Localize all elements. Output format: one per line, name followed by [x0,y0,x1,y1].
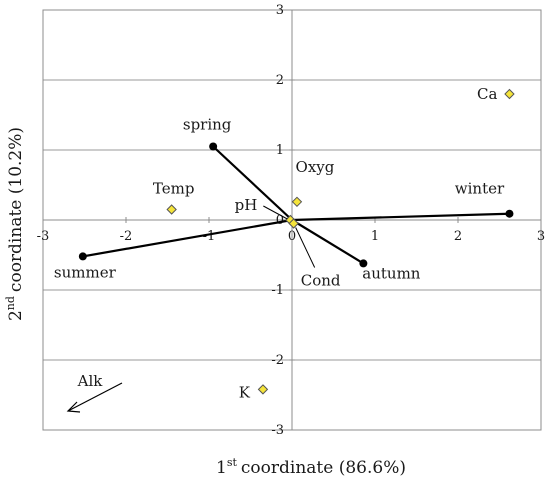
variable-marker-temp [166,204,177,215]
y-axis-ordinal-sup: nd [4,296,17,310]
y-tick-label: -1 [271,283,284,298]
x-axis-ordinal: 1 [216,458,227,478]
y-tick-label: 0 [276,213,284,228]
y-tick-label: 1 [276,143,284,158]
x-tick-label: 1 [371,229,379,244]
variable-label-cond: Cond [301,272,341,290]
variable-label-ca: Ca [477,85,497,103]
x-tick-label: -1 [203,229,216,244]
y-tick-label: 2 [276,73,284,88]
x-tick-label: 3 [537,229,545,244]
alk-arrow: Alk [66,372,123,413]
alk-arrow-shaft [67,382,123,412]
season-line-spring [212,145,293,221]
season-line-summer [82,218,293,258]
x-axis-title-text: coordinate (86.6%) [241,458,406,478]
season-point-summer [78,252,87,261]
season-point-winter [505,209,514,218]
y-axis-title: 2nd coordinate (10.2%) [4,127,26,321]
variable-markers [166,88,515,395]
season-label-winter: winter [455,180,505,198]
alk-arrow-label: Alk [77,372,104,390]
x-axis-ordinal-sup: st [227,456,238,469]
variable-marker-k [257,384,269,395]
tick-labels: -3 -2 -1 0 1 2 3 3 2 1 0 -1 -2 -3 [37,3,545,438]
cond-leader-line [295,227,316,268]
season-points [78,142,514,268]
variable-label-ph: pH [235,196,258,214]
variable-marker-ca [504,88,515,100]
y-axis-ordinal: 2 [6,310,26,321]
y-tick-label: -2 [271,353,284,368]
point-labels: spring winter summer autumn Ca Oxyg Temp pH Cond… [54,85,505,401]
season-point-spring [209,142,218,151]
season-label-summer: summer [54,263,117,281]
variable-label-oxyg: Oxyg [296,158,335,176]
ph-leader-line [263,205,288,220]
season-line-winter [291,212,510,222]
alk-arrow-head [66,401,81,413]
season-line-autumn [291,219,364,265]
variable-marker-cond [288,218,299,229]
x-tick-label: 2 [454,229,462,244]
variable-label-temp: Temp [153,180,195,198]
y-tick-label: 3 [276,3,284,18]
x-tick-label: 0 [288,229,296,244]
x-tick-label: -3 [37,229,50,244]
y-axis-title-text: coordinate (10.2%) [6,127,26,292]
season-lines [82,145,510,265]
y-tick-label: -3 [271,423,284,438]
variable-marker-oxyg [291,196,303,208]
x-tick-label: -2 [120,229,133,244]
variable-label-k: K [239,383,251,401]
season-label-spring: spring [183,116,232,134]
season-point-autumn [359,259,368,268]
x-axis-title: 1st coordinate (86.6%) [216,456,406,478]
season-label-autumn: autumn [362,264,421,282]
